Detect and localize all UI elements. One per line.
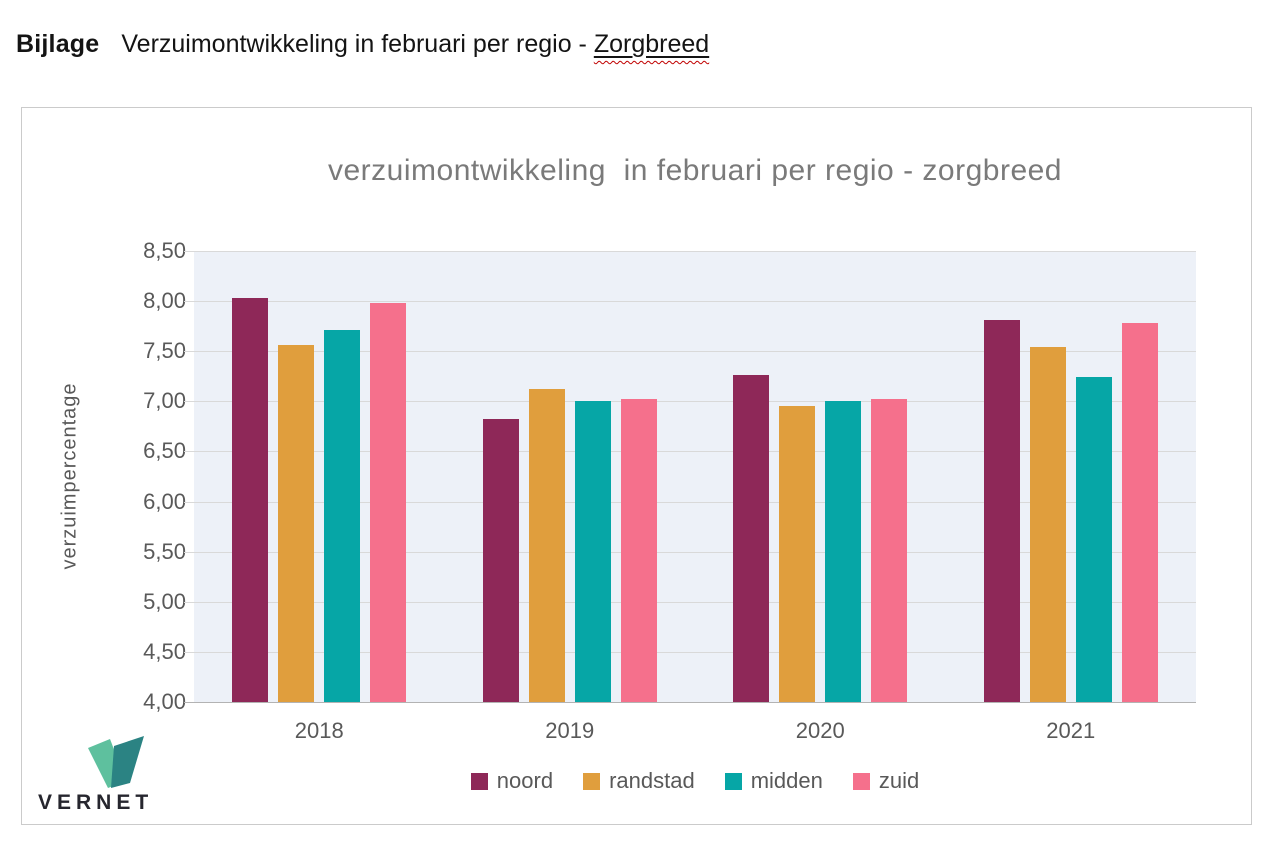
y-tick-label: 4,00 (143, 689, 186, 714)
bar-midden-2021 (1075, 377, 1112, 702)
legend-item-zuid: zuid (852, 768, 920, 794)
bar-groups (194, 251, 1196, 702)
vernet-logo-icon (88, 736, 144, 788)
chart-card: verzuimontwikkeling in februari per regi… (21, 107, 1252, 825)
gridlines (184, 251, 1196, 703)
gridline (184, 351, 1196, 353)
x-tick-label-2021: 2021 (1046, 718, 1096, 743)
legend-label-zuid: zuid (878, 768, 920, 793)
bar-midden-2020 (825, 401, 862, 702)
x-tick-label-2018: 2018 (294, 718, 344, 743)
zorgbreed-link[interactable]: Zorgbreed (594, 30, 709, 58)
bar-randstad-2020 (779, 406, 816, 702)
bar-group-2018 (194, 251, 445, 702)
bar-zuid-2021 (1121, 323, 1158, 702)
bar-group-2020 (695, 251, 946, 702)
bar-randstad-2021 (1029, 347, 1066, 702)
legend-marker-zuid (852, 772, 870, 790)
x-axis-line (184, 702, 1196, 703)
bar-midden-2019 (574, 401, 611, 702)
legend-marker-midden (724, 772, 742, 790)
legend-item-midden: midden (724, 768, 823, 794)
legend-label-midden: midden (750, 768, 823, 793)
bar-zuid-2018 (370, 303, 407, 702)
bar-noord-2021 (983, 320, 1020, 702)
legend-marker-randstad (583, 772, 601, 790)
legend-marker-noord (470, 772, 488, 790)
page-header: Bijlage Verzuimontwikkeling in februari p… (16, 30, 709, 59)
gridline (184, 551, 1196, 553)
gridline (184, 651, 1196, 653)
y-tick-label: 5,00 (143, 588, 186, 614)
legend-label-noord: noord (496, 768, 554, 793)
legend-item-noord: noord (470, 768, 554, 794)
legend-label-randstad: randstad (609, 768, 695, 793)
y-tick-label: 6,00 (143, 488, 186, 514)
bar-randstad-2018 (278, 345, 315, 702)
y-tick-label: 7,50 (143, 338, 186, 364)
gridline (184, 501, 1196, 503)
gridline (184, 301, 1196, 303)
bar-zuid-2020 (871, 399, 908, 702)
bar-group-2019 (445, 251, 696, 702)
bar-group-2021 (946, 251, 1197, 702)
chart-title: verzuimontwikkeling in februari per regi… (328, 154, 1062, 187)
zorgbreed-link-text[interactable]: Zorgbreed (593, 30, 710, 58)
y-tick-label: 7,00 (143, 388, 186, 414)
x-axis-labels: 2018 2019 2020 2021 (194, 718, 1196, 748)
bar-zuid-2019 (620, 399, 657, 702)
y-tick-label: 8,00 (143, 288, 186, 314)
y-tick-label: 4,50 (143, 638, 186, 664)
bar-midden-2018 (324, 330, 361, 702)
vernet-logo: VERNET (38, 734, 178, 815)
y-axis-ticks: 8,50 8,00 7,50 7,00 6,50 6,00 5,50 5,00 4,50 4,00 (62, 238, 186, 714)
bijlage-label: Bijlage (16, 30, 100, 58)
bar-randstad-2019 (528, 389, 565, 702)
page-title: Verzuimontwikkeling in februari per regi… (121, 30, 594, 58)
chart-legend: noord randstad midden zuid (194, 768, 1196, 794)
gridline (184, 451, 1196, 453)
y-tick-label: 5,50 (143, 538, 186, 564)
gridline (184, 401, 1196, 403)
y-tick-label: 6,50 (143, 438, 186, 464)
y-tick-label: 8,50 (143, 238, 186, 263)
plot-area (184, 251, 1196, 703)
vernet-logo-text: VERNET (38, 791, 154, 814)
legend-item-randstad: randstad (583, 768, 695, 794)
bar-noord-2020 (733, 375, 770, 702)
x-tick-label-2019: 2019 (545, 718, 595, 743)
bar-noord-2018 (232, 298, 269, 702)
gridline (184, 601, 1196, 603)
gridline (184, 251, 1196, 252)
x-tick-label-2020: 2020 (795, 718, 845, 743)
bar-noord-2019 (482, 419, 519, 702)
